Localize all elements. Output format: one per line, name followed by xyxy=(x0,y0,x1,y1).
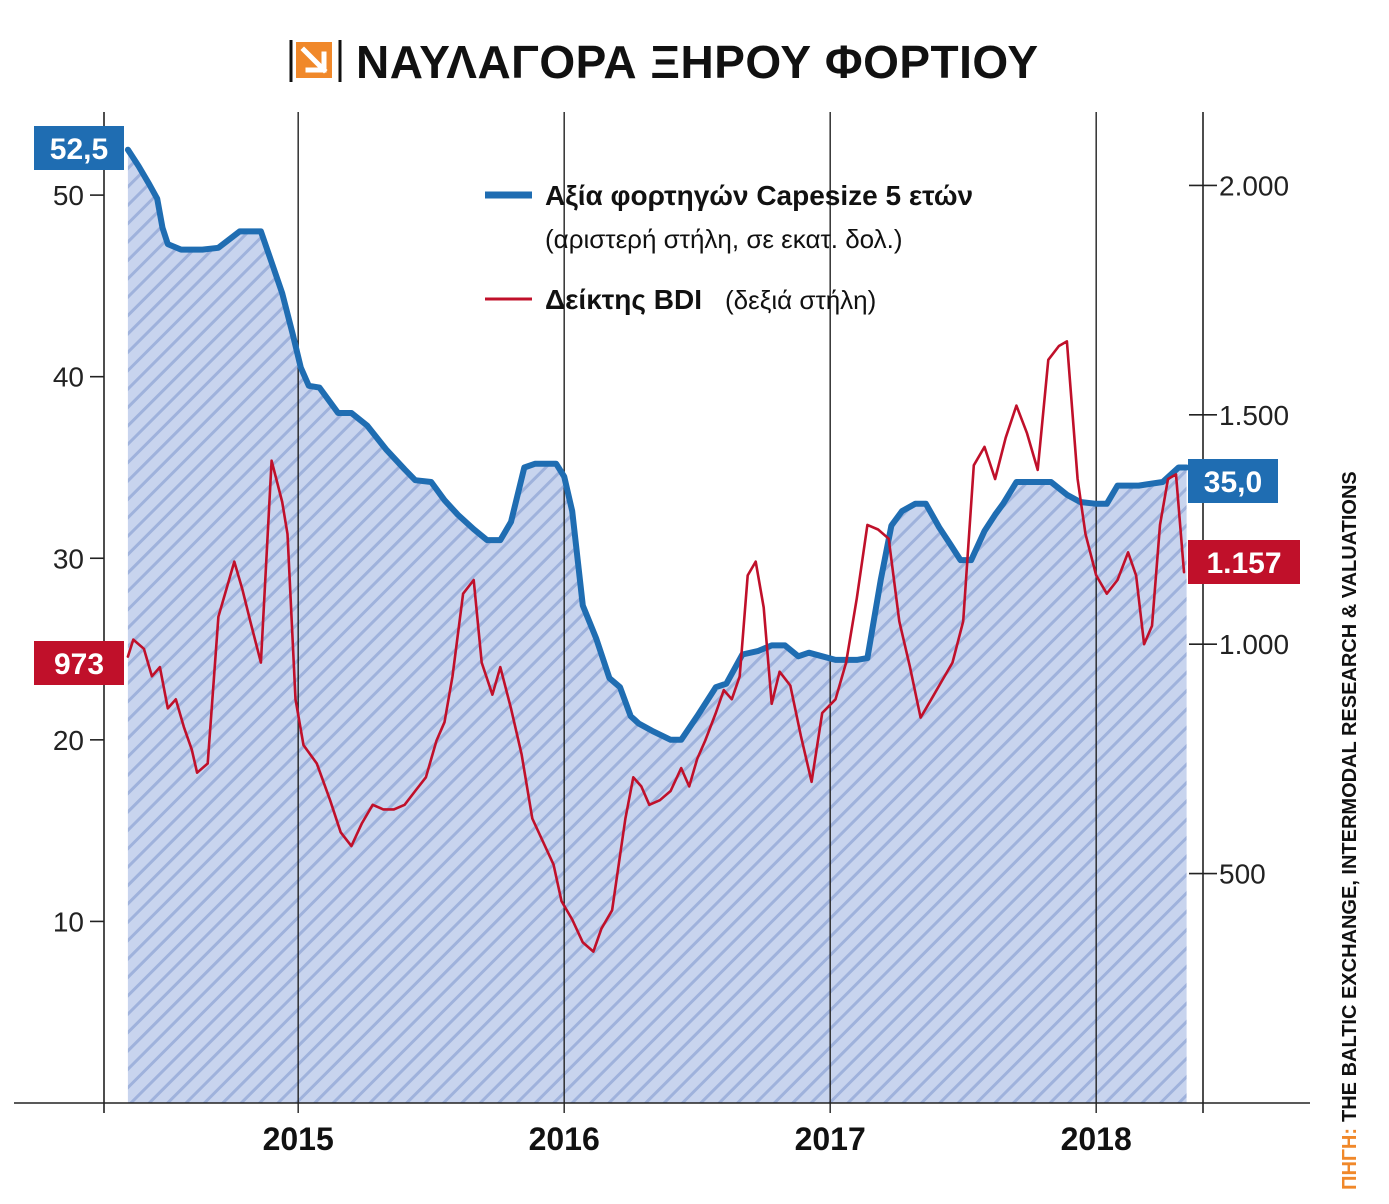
bdi-line xyxy=(126,340,1186,953)
svg-text:1.157: 1.157 xyxy=(1206,547,1281,580)
svg-text:52,5: 52,5 xyxy=(50,133,108,166)
right-tick-label-0: 500 xyxy=(1219,859,1266,890)
source-note: ΠΗΓΗ: THE BALTIC EXCHANGE, INTERMODAL RES… xyxy=(1339,471,1361,1190)
source-prefix: ΠΗΓΗ: xyxy=(1339,1128,1361,1190)
x-tick-label-2016: 2016 xyxy=(529,1121,600,1157)
legend-bdi-note: (δεξιά στήλη) xyxy=(725,285,876,315)
series-line-layer xyxy=(124,146,1190,953)
legend-capesize-label: Αξία φορτηγών Capesize 5 ετών xyxy=(545,180,973,211)
svg-text:973: 973 xyxy=(54,648,104,681)
down-right-arrow-icon xyxy=(296,42,332,78)
capesize-area-layer xyxy=(127,149,1187,1103)
legend: Αξία φορτηγών Capesize 5 ετών (αριστερή … xyxy=(485,180,973,315)
badge-bdi-start: 973 xyxy=(34,641,124,685)
x-tick-label-2015: 2015 xyxy=(263,1121,334,1157)
source-text: THE BALTIC EXCHANGE, INTERMODAL RESEARCH… xyxy=(1339,471,1361,1122)
badge-capesize-start: 52,5 xyxy=(34,126,124,170)
axis-ticks-layer: 2015 2016 2017 2018 10 20 30 40 50 500 1.000 1.500 2… xyxy=(53,170,1289,1157)
capesize-area xyxy=(127,149,1187,1103)
left-tick-label-4: 50 xyxy=(53,180,84,211)
left-tick-label-3: 40 xyxy=(53,362,84,393)
right-tick-label-3: 2.000 xyxy=(1219,170,1289,201)
right-tick-label-2: 1.500 xyxy=(1219,400,1289,431)
left-tick-label-0: 10 xyxy=(53,906,84,937)
legend-bdi-label: Δείκτης BDI xyxy=(545,284,702,315)
capesize-line xyxy=(124,146,1190,743)
title-group: ΝΑΥΛΑΓΟΡΑ ΞΗΡΟΥ ΦΟΡΤΙΟΥ xyxy=(289,36,1039,88)
svg-text:35,0: 35,0 xyxy=(1204,466,1262,499)
right-tick-label-1: 1.000 xyxy=(1219,629,1289,660)
x-tick-label-2018: 2018 xyxy=(1061,1121,1132,1157)
badge-bdi-end: 1.157 xyxy=(1188,540,1300,584)
x-tick-label-2017: 2017 xyxy=(795,1121,866,1157)
left-tick-label-2: 30 xyxy=(53,543,84,574)
chart-title: ΝΑΥΛΑΓΟΡΑ ΞΗΡΟΥ ΦΟΡΤΙΟΥ xyxy=(356,36,1039,88)
left-tick-label-1: 20 xyxy=(53,725,84,756)
badge-capesize-end: 35,0 xyxy=(1188,459,1278,503)
legend-capesize-note: (αριστερή στήλη, σε εκατ. δολ.) xyxy=(545,224,903,254)
year-grid-layer xyxy=(297,112,1097,1113)
